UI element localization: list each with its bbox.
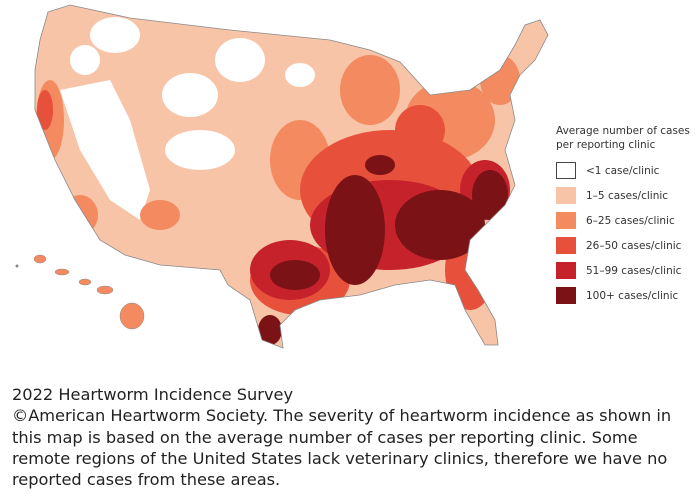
caption: 2022 Heartworm Incidence Survey ©America…	[12, 384, 697, 490]
caption-body: ©American Heartworm Society. The severit…	[12, 406, 672, 490]
legend-label: 26–50 cases/clinic	[586, 239, 682, 252]
legend-item: 1–5 cases/clinic	[556, 183, 700, 208]
hawaii	[33, 254, 145, 330]
legend: Average number of cases per reporting cl…	[556, 124, 700, 308]
legend-swatch	[556, 187, 576, 204]
legend-item: 100+ cases/clinic	[556, 283, 700, 308]
alaska-marker	[15, 264, 19, 268]
legend-label: 6–25 cases/clinic	[586, 214, 675, 227]
legend-item: 6–25 cases/clinic	[556, 208, 700, 233]
legend-item: 26–50 cases/clinic	[556, 233, 700, 258]
legend-swatch	[556, 262, 576, 279]
legend-label: 100+ cases/clinic	[586, 289, 679, 302]
legend-swatch	[556, 162, 576, 179]
legend-title: Average number of cases per reporting cl…	[556, 125, 690, 151]
legend-swatch	[556, 287, 576, 304]
legend-item: 51–99 cases/clinic	[556, 258, 700, 283]
legend-swatch	[556, 212, 576, 229]
heartworm-incidence-map	[15, 4, 549, 349]
legend-swatch	[556, 237, 576, 254]
legend-item: <1 case/clinic	[556, 158, 700, 183]
legend-label: 51–99 cases/clinic	[586, 264, 682, 277]
low-incidence-regions	[60, 17, 315, 220]
legend-label: 1–5 cases/clinic	[586, 189, 669, 202]
legend-label: <1 case/clinic	[586, 164, 660, 177]
highest-regions	[258, 155, 508, 345]
caption-title: 2022 Heartworm Incidence Survey	[12, 385, 294, 404]
contiguous-us	[34, 4, 549, 349]
